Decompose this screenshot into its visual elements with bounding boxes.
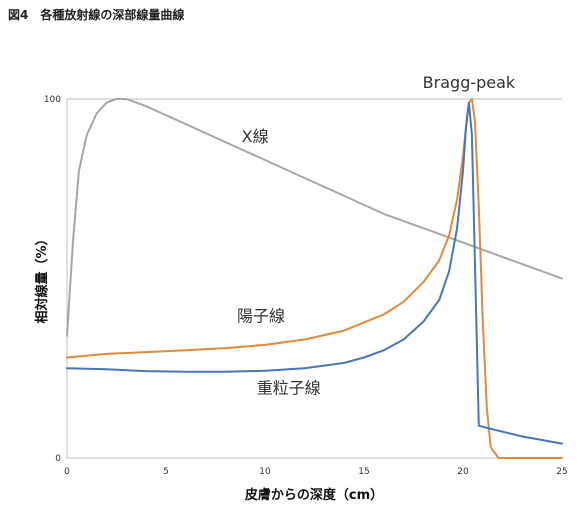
annotation-0: Bragg-peak <box>423 73 516 92</box>
annotation-2: 陽子線 <box>237 307 285 326</box>
x-tick-label: 10 <box>259 467 271 477</box>
page-title: 図4 各種放射線の深部線量曲線 <box>8 8 185 22</box>
x-tick-label: 20 <box>457 467 469 477</box>
y-tick-label: 100 <box>44 95 61 105</box>
annotation-3: 重粒子線 <box>257 378 321 397</box>
y-tick-label: 0 <box>55 454 61 464</box>
tick-labels: 0 5 10 15 20 25 0 100 <box>44 95 568 477</box>
series-line-0 <box>66 98 563 337</box>
y-axis-label: 相対線量（%） <box>34 232 50 323</box>
x-tick-label: 0 <box>64 467 70 477</box>
x-tick-label: 15 <box>358 467 369 477</box>
annotation-1: X線 <box>242 127 269 146</box>
x-tick-label: 25 <box>556 467 567 477</box>
series-line-1 <box>66 98 563 459</box>
series-lines <box>66 98 563 459</box>
x-axis-label: 皮膚からの深度（cm） <box>244 487 383 503</box>
axes <box>66 98 562 459</box>
x-tick-label: 5 <box>163 467 169 477</box>
series-line-2 <box>66 101 563 445</box>
